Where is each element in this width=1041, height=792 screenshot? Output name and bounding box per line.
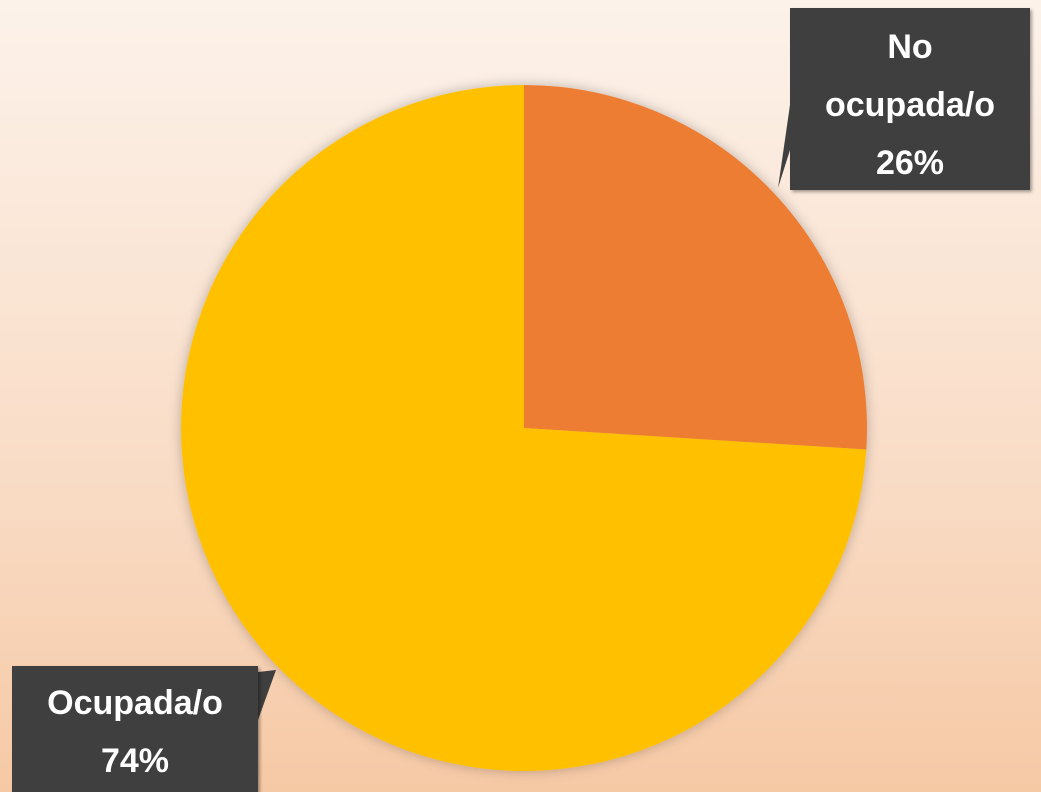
data-label: No ocupada/o 26% (790, 8, 1030, 190)
pie-slice (524, 85, 867, 450)
callout-pointer (258, 670, 276, 720)
label-value: 74% (100, 742, 170, 780)
label-category: No ocupada/o (824, 28, 996, 124)
data-label: Ocupada/o 74% (12, 666, 258, 792)
pie-slice (181, 85, 867, 771)
callout-pointer (778, 105, 790, 188)
label-value: 26% (875, 144, 945, 182)
pie (181, 85, 867, 771)
label-category: Ocupada/o (47, 684, 223, 722)
